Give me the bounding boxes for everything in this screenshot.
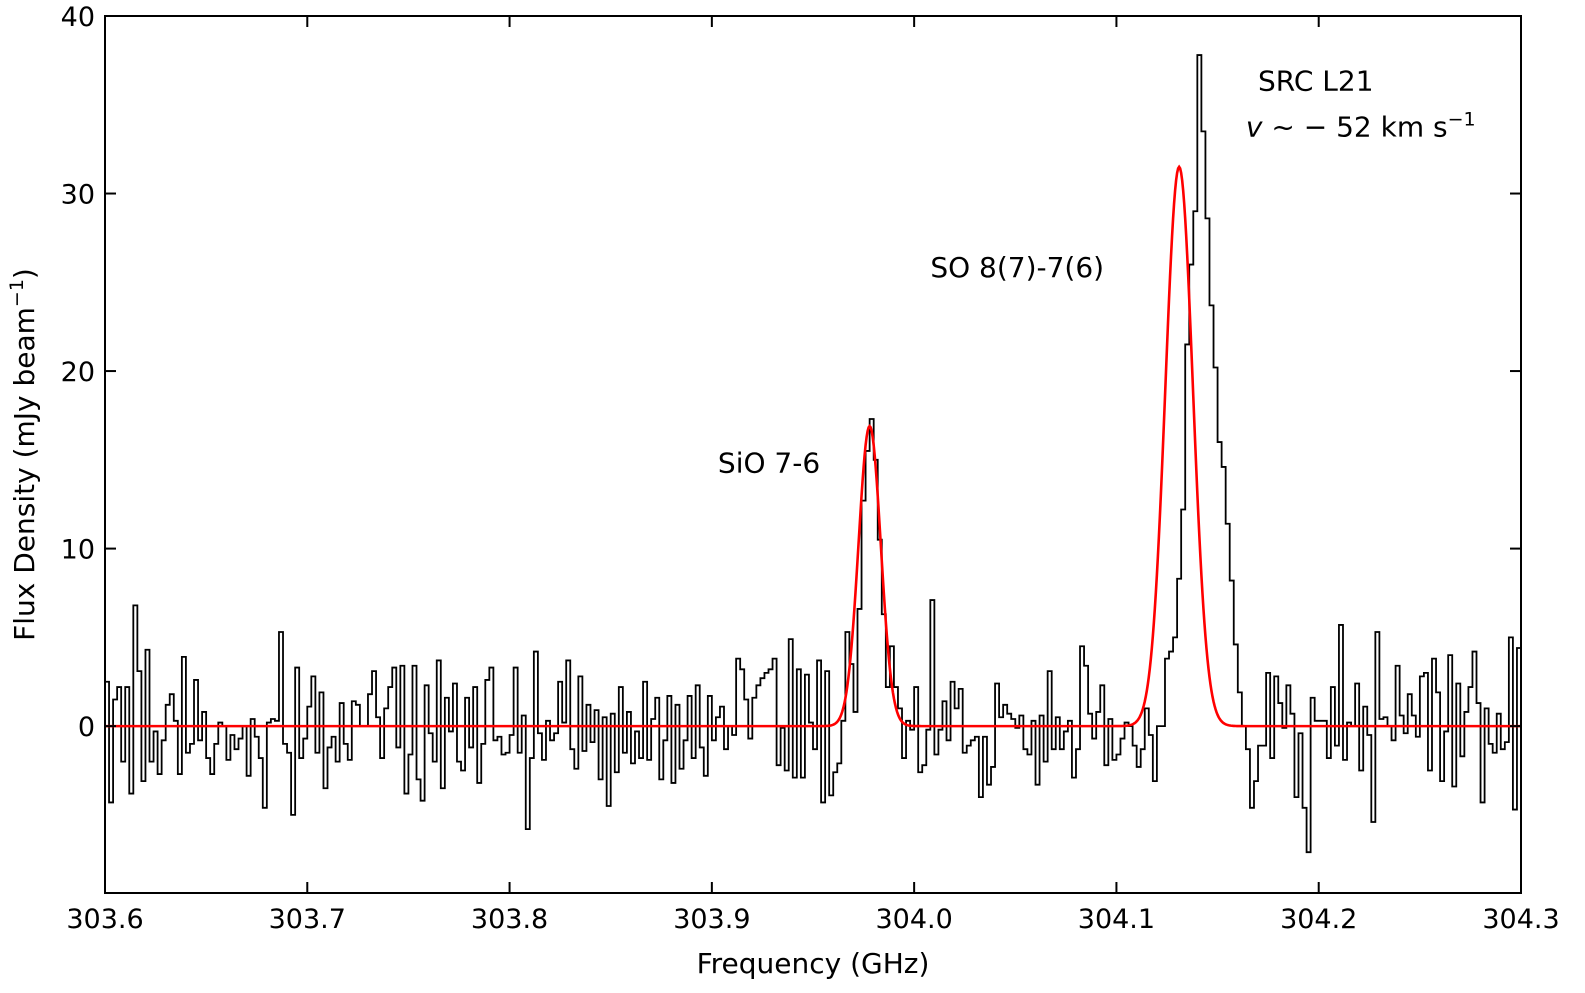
spectrum-step-line xyxy=(105,54,1521,854)
annotation-sio: SiO 7-6 xyxy=(718,446,820,479)
annotation-source: SRC L21 xyxy=(1258,65,1374,98)
y-tick-label: 20 xyxy=(61,357,95,388)
velocity-value: ~ − 52 km s xyxy=(1262,111,1447,144)
plot-area xyxy=(105,54,1521,854)
y-tick-label: 40 xyxy=(61,2,95,33)
y-tick-label: 10 xyxy=(61,535,95,566)
x-axis-label: Frequency (GHz) xyxy=(697,947,930,980)
x-tick-label: 303.7 xyxy=(269,904,346,935)
gaussian-fit-line xyxy=(105,164,1521,728)
y-axis-label-close: ) xyxy=(8,268,41,279)
plot-frame xyxy=(104,15,1522,894)
x-tick-label: 303.9 xyxy=(673,904,750,935)
y-tick-label: 30 xyxy=(61,180,95,211)
x-tick-label: 304.0 xyxy=(875,904,952,935)
x-tick-label: 303.8 xyxy=(471,904,548,935)
velocity-superscript: −1 xyxy=(1448,109,1476,131)
y-tick-label: 0 xyxy=(78,712,95,743)
y-axis-label: Flux Density (mJy beam−1) xyxy=(6,268,41,641)
x-tick-labels: 303.6 303.7 303.8 303.9 304.0 304.1 304.2 304.3 xyxy=(66,904,1559,935)
x-tick-label: 304.1 xyxy=(1078,904,1155,935)
y-axis-label-main: Flux Density (mJy beam xyxy=(8,307,41,641)
velocity-symbol: v xyxy=(1246,111,1263,144)
annotation-velocity: v ~ − 52 km s−1 xyxy=(1246,109,1476,144)
x-tick-label: 303.6 xyxy=(66,904,143,935)
x-tick-label: 304.3 xyxy=(1482,904,1559,935)
x-tick-label: 304.2 xyxy=(1280,904,1357,935)
y-tick-labels: 0 10 20 30 40 xyxy=(61,2,95,743)
y-axis-label-superscript: −1 xyxy=(6,279,28,307)
annotation-so: SO 8(7)-7(6) xyxy=(930,251,1104,284)
